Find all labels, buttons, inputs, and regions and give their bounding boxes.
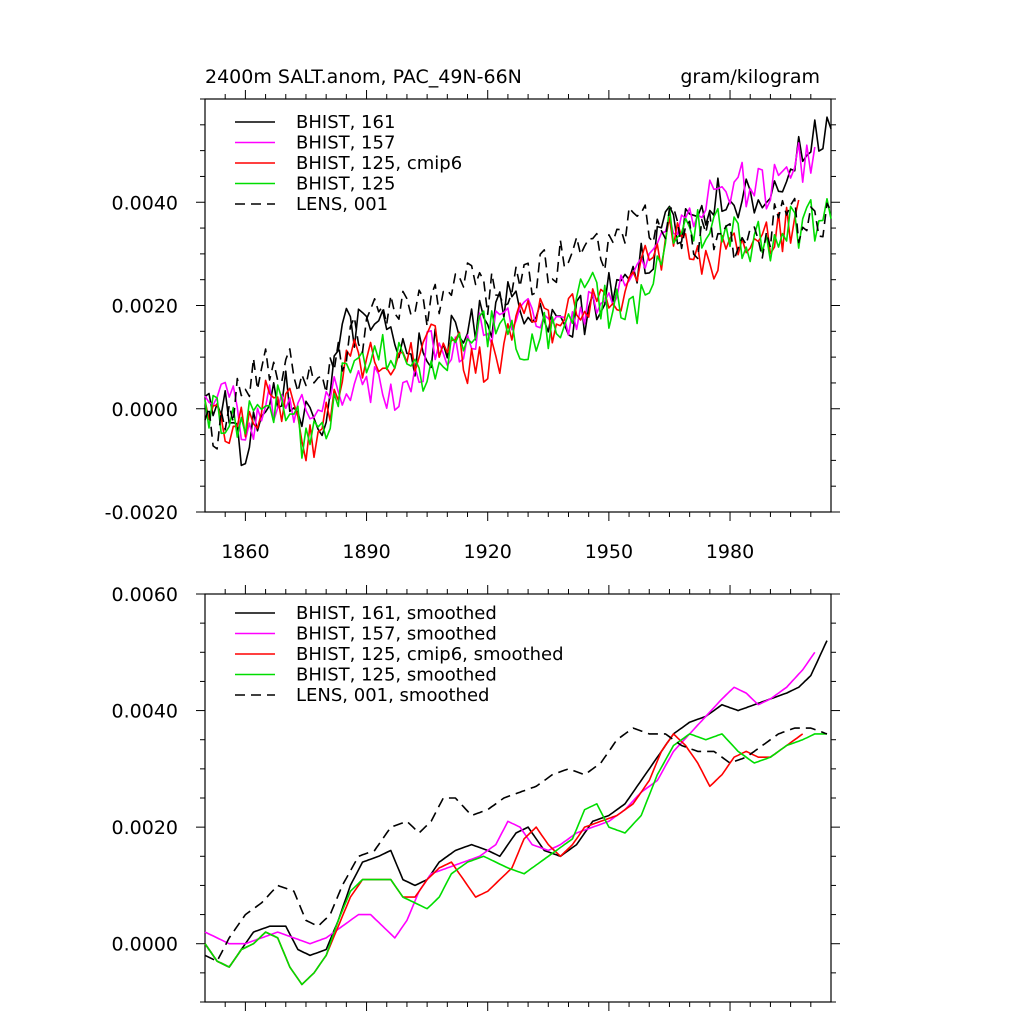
chart-title: 2400m SALT.anom, PAC_49N-66N [205,66,522,88]
series-line [204,197,832,450]
legend-label: BHIST, 157, smoothed [296,624,497,645]
x-tick-label: 1920 [464,541,512,563]
legend-label: BHIST, 125, cmip6, smoothed [296,644,564,665]
y-tick-label: 0.0040 [112,192,178,214]
series-line [204,198,832,459]
legend-label: BHIST, 157 [296,133,395,154]
x-tick-label: 1950 [585,541,633,563]
y-tick-label: 0.0000 [112,934,178,956]
legend-label: BHIST, 125, smoothed [296,665,497,686]
legend-label: BHIST, 125, cmip6 [296,153,462,174]
y-tick-label: 0.0000 [112,399,178,421]
series-line [204,142,816,441]
series-line [204,651,816,945]
legend-label: BHIST, 161, smoothed [296,603,497,624]
series-line [204,733,804,986]
legend-label: LENS, 001 [296,194,388,215]
y-tick-label: -0.0020 [105,502,178,524]
y-tick-label: 0.0020 [112,296,178,318]
legend-label: BHIST, 161 [296,112,395,133]
y-tick-label: 0.0060 [112,584,178,606]
series-line [204,116,832,467]
axis-ticks-top: 1860 1890 1920 1950 1980 -0.0020 0.0000 0.0020 0… [105,90,840,563]
series-group-top [204,116,832,467]
series-line [204,733,827,986]
series-line [204,199,800,462]
x-tick-label: 1890 [342,541,390,563]
series-line [204,727,828,963]
units-label: gram/kilogram [680,66,820,88]
panel-bottom: 0.0000 0.0020 0.0040 0.0060 BHIST, 161, smo… [112,584,840,1011]
legend-label: BHIST, 125 [296,174,395,195]
axis-ticks-bottom: 0.0000 0.0020 0.0040 0.0060 [112,584,840,1011]
x-tick-label: 1980 [706,541,754,563]
series-group-bottom [204,640,828,986]
y-tick-label: 0.0040 [112,701,178,723]
x-tick-label: 1860 [221,541,269,563]
series-line [204,640,828,968]
panel-top: 2400m SALT.anom, PAC_49N-66N gram/kilogr… [105,66,840,563]
legend-label: LENS, 001, smoothed [296,685,489,706]
y-tick-label: 0.0020 [112,817,178,839]
